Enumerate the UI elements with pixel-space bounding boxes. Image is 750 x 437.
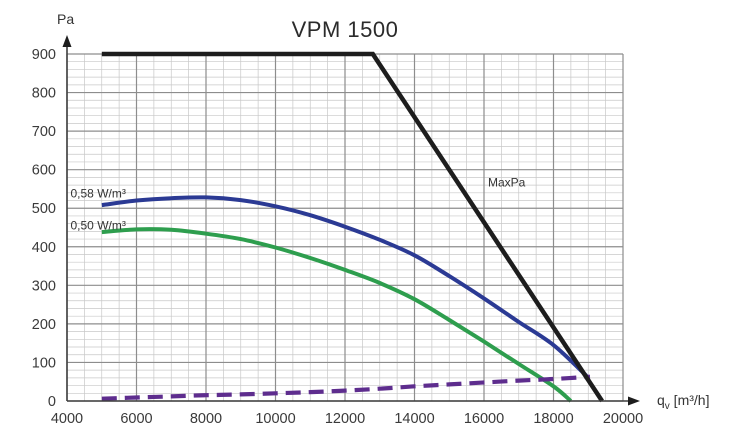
- y-axis-arrow-icon: [62, 35, 72, 47]
- y-tick-label: 500: [32, 201, 56, 217]
- curve-label: MaxPa: [488, 175, 526, 189]
- y-axis-unit-label: Pa: [57, 11, 75, 27]
- curve-label: 0,58 W/m³: [71, 187, 126, 201]
- x-tick-label: 8000: [190, 411, 222, 427]
- x-axis-symbol: q: [657, 392, 665, 408]
- x-axis-subscript: v: [664, 400, 670, 412]
- x-axis-unit-label: qv [m³/h]: [657, 392, 709, 412]
- y-tick-label: 100: [32, 355, 56, 371]
- y-tick-label: 600: [32, 163, 56, 179]
- y-tick-label: 400: [32, 240, 56, 256]
- x-tick-label: 18000: [533, 411, 573, 427]
- series-curve-dashed-2: [101, 374, 591, 401]
- curve-annotations: 0,58 W/m³ 0,50 W/m³ MaxPa: [71, 175, 526, 232]
- y-tick-label: 200: [32, 317, 56, 333]
- x-tick-label: 10000: [255, 411, 295, 427]
- y-tick-label: 700: [32, 124, 56, 140]
- x-tick-label: 20000: [603, 411, 643, 427]
- axes: [62, 35, 640, 406]
- x-tick-label: 12000: [325, 411, 365, 427]
- x-axis-unit: [m³/h]: [669, 392, 710, 408]
- x-tick-label: 4000: [51, 411, 83, 427]
- y-tick-label: 300: [32, 278, 56, 294]
- chart-title: VPM 1500: [291, 17, 399, 42]
- x-tick-label: 16000: [464, 411, 504, 427]
- x-tick-label: 14000: [394, 411, 434, 427]
- y-tick-label: 0: [48, 394, 56, 410]
- tick-labels: 0 100 200 300 400 500 600 700 800 900 4000 6000 8000…: [32, 47, 643, 427]
- series-curve-0-58-w-m-: [101, 195, 588, 378]
- y-tick-label: 800: [32, 86, 56, 102]
- x-axis-arrow-icon: [628, 396, 640, 406]
- x-tick-label: 6000: [120, 411, 152, 427]
- series-curve-0-50-w-m-: [101, 227, 573, 403]
- y-tick-label: 900: [32, 47, 56, 63]
- series-curve-maxpa: [101, 51, 604, 403]
- curve-label: 0,50 W/m³: [71, 219, 126, 233]
- curves: [101, 51, 604, 403]
